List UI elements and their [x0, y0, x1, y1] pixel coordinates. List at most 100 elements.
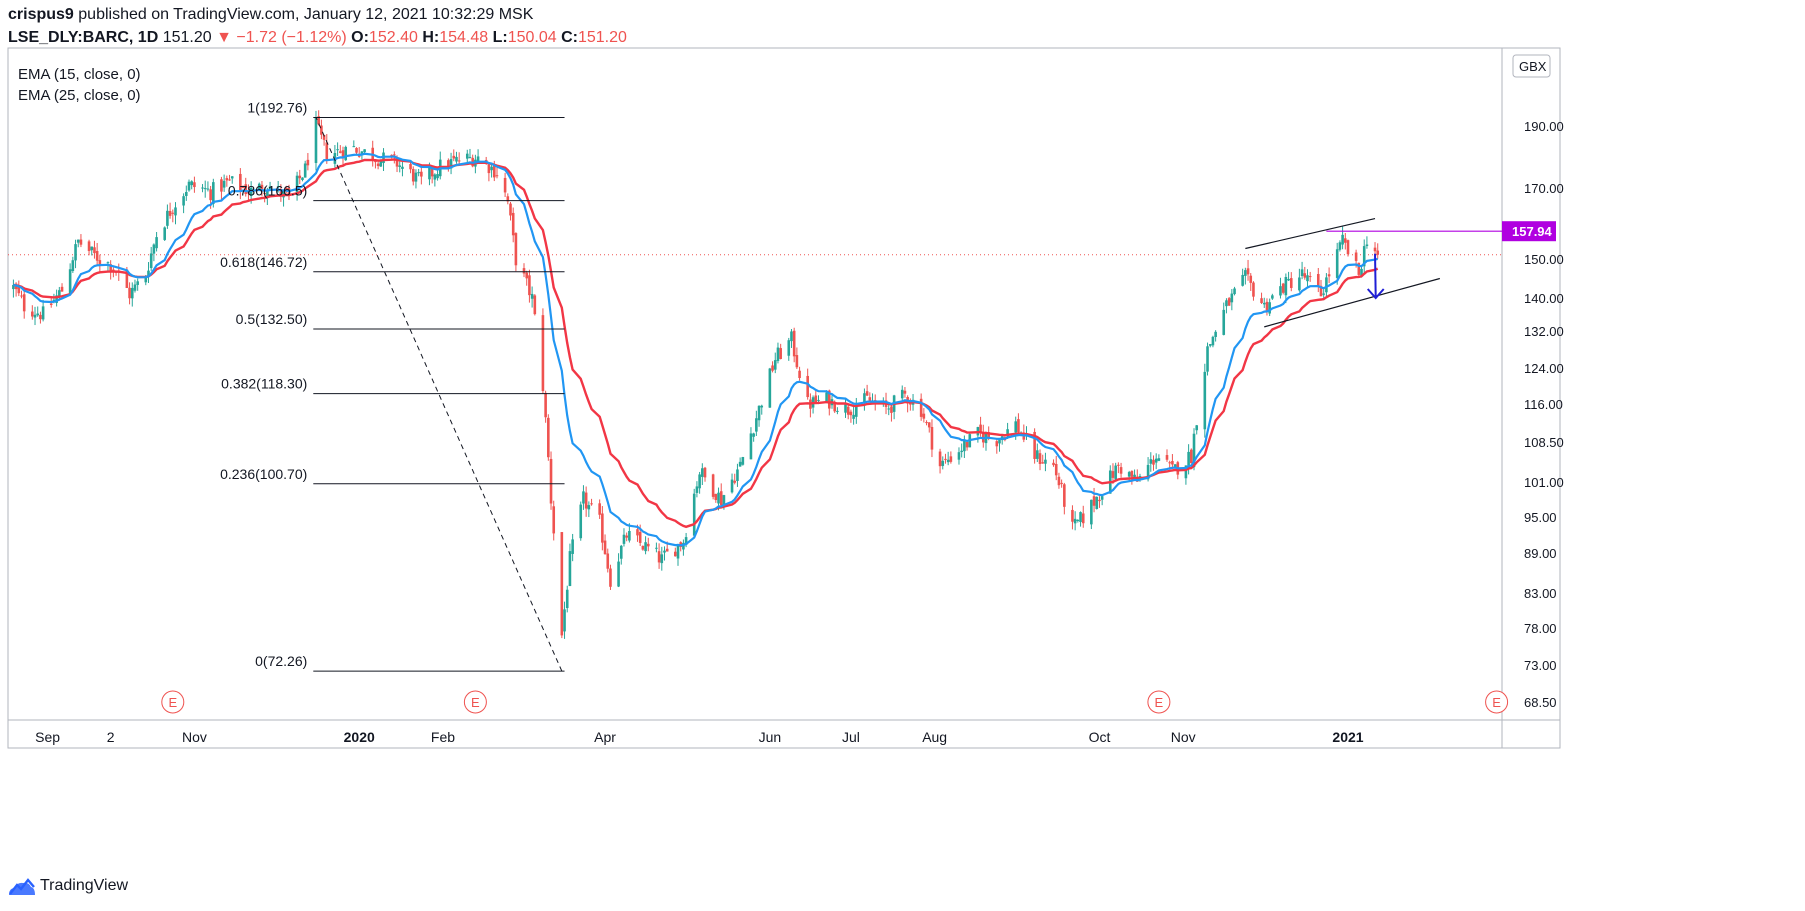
candle-body: [487, 164, 491, 174]
candle-body: [1319, 285, 1323, 297]
candle-body: [733, 480, 737, 483]
earnings-marker: E: [161, 690, 185, 714]
earnings-icon: [161, 690, 185, 714]
candle-body: [1133, 474, 1136, 479]
candle-body: [449, 159, 453, 169]
candle-body: [1014, 421, 1018, 433]
candle-body: [1335, 249, 1339, 278]
candle-body: [1149, 459, 1153, 464]
candle-body: [495, 175, 499, 177]
candle-body: [1265, 301, 1269, 311]
candle-body: [317, 116, 320, 125]
candle-body: [76, 239, 80, 243]
author-name[interactable]: crispus9: [8, 6, 74, 23]
high-label: H:: [422, 29, 440, 46]
candle-body: [320, 125, 323, 135]
candle-body: [68, 269, 72, 295]
candle-body: [374, 161, 377, 163]
candle-body: [144, 277, 148, 283]
candle-body: [563, 609, 566, 632]
fib-level-label: 1(192.76): [247, 99, 307, 115]
fibonacci-retracement: 1(192.76) 0.786(166.5) 0.618(146.72) 0.5(13…: [220, 99, 565, 672]
candle-body: [468, 156, 472, 158]
candle-body: [58, 290, 61, 298]
candle-body: [168, 211, 172, 216]
time-tick-label: Oct: [1089, 729, 1111, 745]
candle-body: [528, 275, 531, 296]
fib-level-label: 0.5(132.50): [236, 311, 308, 327]
candle-body: [1268, 302, 1271, 314]
fib-level-label: 0.786(166.5): [228, 183, 307, 199]
candle-body: [1344, 238, 1347, 243]
candle-body: [701, 468, 704, 477]
ema25-line: [13, 158, 1379, 529]
candle-body: [203, 188, 207, 190]
candle-body: [965, 442, 969, 448]
candle-body: [1184, 465, 1188, 479]
price-tick-label: 140.00: [1524, 291, 1564, 306]
candle-body: [414, 172, 418, 182]
candle-body: [625, 535, 628, 538]
candle-body: [209, 189, 212, 201]
candle-body: [1211, 336, 1215, 346]
candle-body: [833, 401, 836, 412]
candle-body: [109, 264, 112, 273]
footer-brand-text: TradingView: [40, 877, 129, 894]
candle-body: [1171, 461, 1174, 465]
candle-body: [355, 147, 358, 153]
candle-body: [603, 540, 607, 555]
candle-body: [711, 474, 715, 497]
tradingview-cloud-icon: [9, 878, 35, 895]
candle-body: [1092, 496, 1096, 506]
candle-body: [938, 451, 942, 467]
candle-body: [17, 286, 21, 294]
candle-body: [525, 272, 529, 279]
candle-body: [174, 207, 177, 216]
candle-body: [530, 293, 534, 299]
candle-body: [1252, 282, 1255, 297]
candle-body: [1098, 499, 1101, 502]
candle-body: [1041, 462, 1045, 464]
candle-body: [295, 175, 299, 195]
time-tick-label: 2021: [1332, 729, 1363, 745]
candle-body: [846, 406, 850, 415]
candle-body: [836, 410, 839, 412]
candle-body: [39, 314, 42, 320]
candle-body: [1117, 464, 1120, 466]
candle-body: [230, 176, 234, 179]
candle-body: [344, 146, 348, 161]
footer-brand[interactable]: TradingView: [8, 876, 128, 896]
candle-body: [206, 188, 210, 190]
candle-body: [1298, 277, 1301, 291]
candle-body: [868, 397, 872, 401]
earnings-marker: E: [1485, 690, 1509, 714]
candle-body: [995, 441, 999, 447]
close-label: C:: [561, 29, 578, 46]
candle-body: [1195, 425, 1199, 431]
legend-ema25[interactable]: EMA (25, close, 0): [18, 87, 141, 104]
candle-body: [398, 165, 402, 167]
candle-body: [749, 433, 753, 460]
change-down-icon: ▼: [216, 29, 232, 46]
low-value: 150.04: [507, 29, 557, 46]
candle-body: [814, 395, 818, 403]
publish-info: crispus9 published on TradingView.com, J…: [8, 6, 533, 24]
candle-body: [152, 244, 156, 254]
candle-body: [93, 247, 96, 254]
candle-body: [1246, 268, 1250, 275]
candle-body: [1241, 274, 1244, 286]
candle-body: [1300, 269, 1304, 276]
candle-body: [703, 467, 707, 478]
candle-body: [325, 142, 329, 161]
candle-body: [363, 149, 366, 153]
candle-body: [560, 532, 564, 636]
candle-body: [963, 440, 966, 452]
earnings-label: E: [471, 695, 480, 710]
candle-body: [776, 347, 780, 361]
candle-body: [736, 469, 739, 482]
legend-ema15[interactable]: EMA (15, close, 0): [18, 66, 141, 83]
candle-body: [228, 179, 231, 181]
candle-body: [352, 146, 356, 148]
candle-body: [584, 492, 588, 509]
